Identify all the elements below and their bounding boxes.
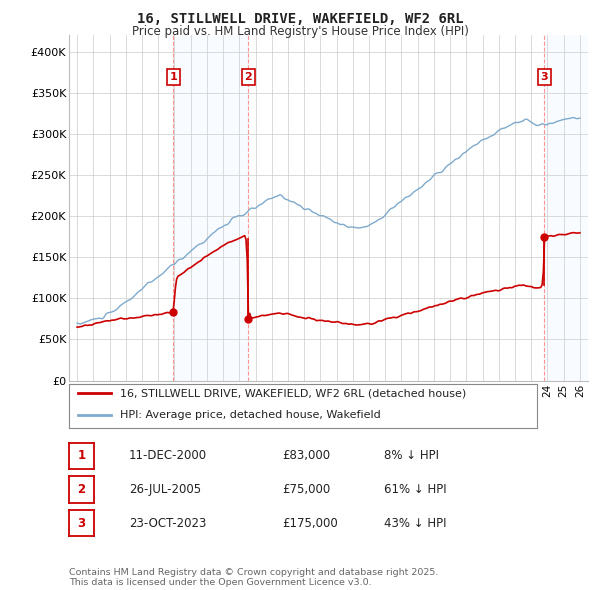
Text: 8% ↓ HPI: 8% ↓ HPI <box>384 449 439 463</box>
Text: 1: 1 <box>77 449 86 463</box>
Text: 16, STILLWELL DRIVE, WAKEFIELD, WF2 6RL: 16, STILLWELL DRIVE, WAKEFIELD, WF2 6RL <box>137 12 463 26</box>
Text: 2: 2 <box>77 483 86 496</box>
Text: Contains HM Land Registry data © Crown copyright and database right 2025.
This d: Contains HM Land Registry data © Crown c… <box>69 568 439 587</box>
Text: HPI: Average price, detached house, Wakefield: HPI: Average price, detached house, Wake… <box>121 411 381 420</box>
Text: Price paid vs. HM Land Registry's House Price Index (HPI): Price paid vs. HM Land Registry's House … <box>131 25 469 38</box>
Text: 26-JUL-2005: 26-JUL-2005 <box>129 483 201 496</box>
Text: 61% ↓ HPI: 61% ↓ HPI <box>384 483 446 496</box>
Text: £175,000: £175,000 <box>282 516 338 530</box>
Bar <box>173 35 248 381</box>
Text: £83,000: £83,000 <box>282 449 330 463</box>
Text: 3: 3 <box>541 72 548 82</box>
Text: 3: 3 <box>77 516 86 530</box>
Text: 1: 1 <box>170 72 178 82</box>
Text: 23-OCT-2023: 23-OCT-2023 <box>129 516 206 530</box>
Text: 16, STILLWELL DRIVE, WAKEFIELD, WF2 6RL (detached house): 16, STILLWELL DRIVE, WAKEFIELD, WF2 6RL … <box>121 388 467 398</box>
Text: 43% ↓ HPI: 43% ↓ HPI <box>384 516 446 530</box>
Text: 2: 2 <box>245 72 252 82</box>
Bar <box>544 35 588 381</box>
Text: 11-DEC-2000: 11-DEC-2000 <box>129 449 207 463</box>
Bar <box>544 35 588 381</box>
Text: £75,000: £75,000 <box>282 483 330 496</box>
